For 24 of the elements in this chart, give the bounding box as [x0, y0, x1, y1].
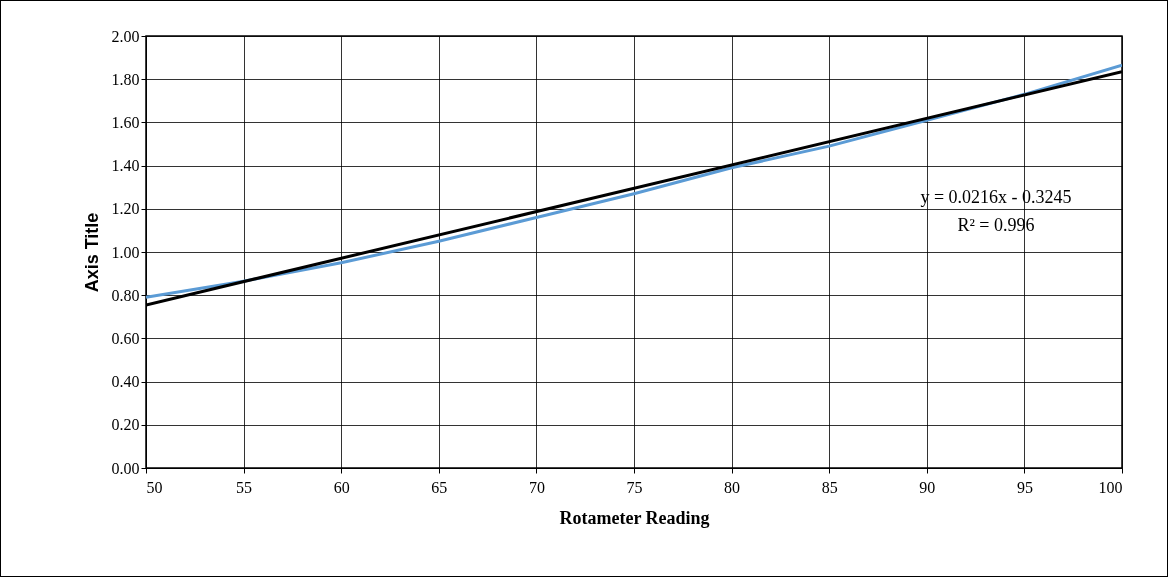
y-tick-label: 0.00	[111, 459, 140, 477]
x-tick-label: 65	[431, 478, 448, 496]
x-tick-label: 50	[146, 478, 163, 496]
x-tick-label: 95	[1016, 478, 1033, 496]
y-tick-label: 0.20	[111, 416, 140, 434]
x-tick-label: 55	[236, 478, 253, 496]
y-tick-label: 1.00	[111, 243, 140, 261]
y-tick-label: 0.40	[111, 373, 140, 391]
x-tick-label: 100	[1098, 478, 1123, 496]
y-tick-label: 1.20	[111, 200, 140, 218]
y-tick-label: 2.00	[111, 27, 140, 45]
x-tick-label: 70	[528, 478, 545, 496]
x-tick-label: 80	[724, 478, 741, 496]
x-tick-label: 75	[626, 478, 643, 496]
x-tick-label: 60	[333, 478, 350, 496]
y-tick-label: 1.60	[111, 113, 140, 131]
y-tick-label: 0.60	[111, 329, 140, 347]
x-axis-title: Rotameter Reading	[559, 507, 710, 528]
y-tick-label: 0.80	[111, 286, 140, 304]
y-tick-label: 1.80	[111, 70, 140, 88]
x-tick-label: 85	[821, 478, 838, 496]
y-tick-label: 1.40	[111, 157, 140, 175]
y-axis-title: Axis Title	[81, 212, 102, 293]
x-tick-label: 90	[919, 478, 936, 496]
